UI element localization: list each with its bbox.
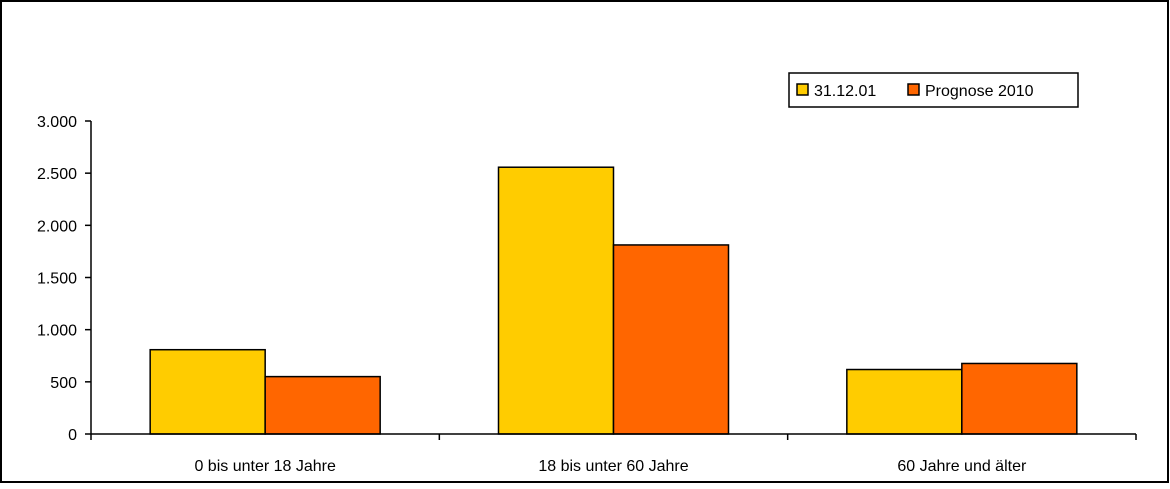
legend: 31.12.01 Prognose 2010 [788,72,1079,108]
y-tick-label: 0 [68,427,77,444]
bar-series2-3 [961,362,1078,435]
legend-items: 31.12.01 Prognose 2010 [796,83,1034,100]
legend-box [788,72,1079,108]
bars-layer [149,166,1078,435]
y-tick-label: 1.500 [37,271,77,288]
y-tick-label: 500 [50,375,77,392]
x-category-label: 60 Jahre und älter [897,458,1027,475]
bar-series2-2 [612,244,730,435]
legend-swatch [907,83,920,96]
axes-layer [85,120,1137,440]
bar-series1-3 [846,368,963,435]
y-tick-label: 2.500 [37,166,77,183]
x-category-label: 0 bis unter 18 Jahre [194,458,336,475]
labels-layer: 0 500 1.000 1.500 2.000 2.500 3.000 0 bis unter… [37,114,1027,475]
legend-swatch [796,83,809,96]
legend-label: Prognose 2010 [925,83,1034,100]
x-category-label: 18 bis unter 60 Jahre [538,458,688,475]
bar-series1-2 [497,166,615,435]
y-tick-label: 3.000 [37,114,77,131]
bar-series1-1 [149,348,266,435]
y-tick-label: 1.000 [37,323,77,340]
legend-label: 31.12.01 [814,83,876,100]
bar-series2-1 [264,375,381,435]
y-tick-label: 2.000 [37,218,77,235]
